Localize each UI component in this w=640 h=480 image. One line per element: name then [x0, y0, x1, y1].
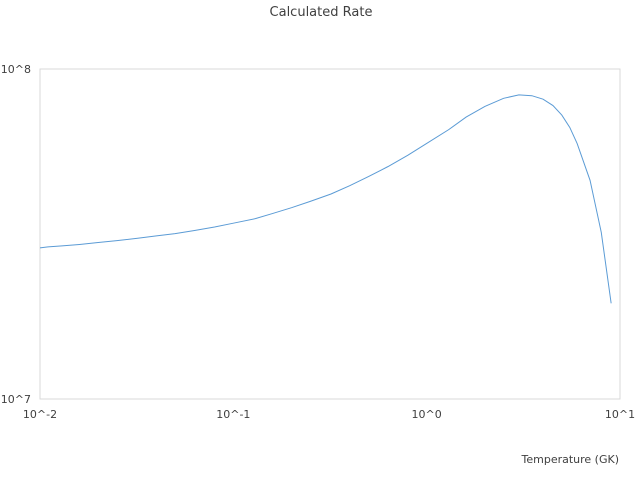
chart-title: Calculated Rate — [270, 5, 373, 20]
series-line — [39, 94, 612, 304]
x-axis-ticks: 10^-2 10^-1 10^0 10^1 — [23, 408, 635, 421]
x-tick-label: 10^-1 — [216, 408, 250, 421]
x-axis-label: Temperature (GK) — [521, 453, 620, 466]
y-axis-ticks: 10^7 10^8 — [1, 63, 31, 406]
x-tick-label: 10^1 — [605, 408, 635, 421]
plot-area-border — [39, 68, 621, 400]
x-tick-label: 10^-2 — [23, 408, 57, 421]
y-tick-label: 10^7 — [1, 393, 31, 406]
y-tick-label: 10^8 — [1, 63, 31, 76]
x-tick-label: 10^0 — [412, 408, 442, 421]
